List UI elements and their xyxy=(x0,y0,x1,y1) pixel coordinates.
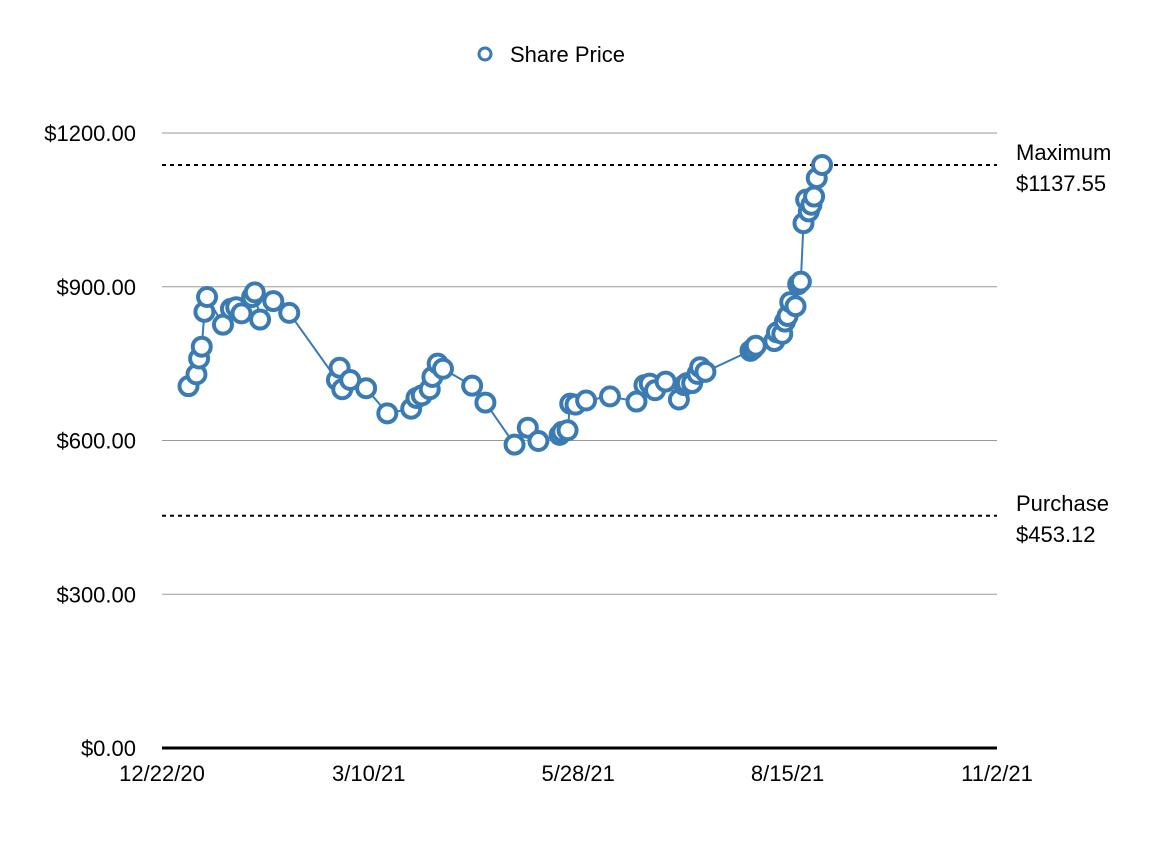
axes: $0.00 $300.00 $600.00 $900.00 $1200.00 12/22/… xyxy=(44,121,1033,786)
data-point xyxy=(278,301,301,324)
data-point xyxy=(575,389,598,412)
reference-label-purchase: Purchase xyxy=(1016,491,1109,516)
data-point xyxy=(243,281,266,304)
y-tick-label: $900.00 xyxy=(56,275,136,300)
y-tick-label: $300.00 xyxy=(56,582,136,607)
data-point xyxy=(431,357,454,380)
data-point xyxy=(556,419,579,442)
y-tick-label: $600.00 xyxy=(56,429,136,454)
legend-label: Share Price xyxy=(510,42,625,67)
y-tick-label: $1200.00 xyxy=(44,121,136,146)
data-point xyxy=(474,391,497,414)
legend-marker-icon xyxy=(477,46,493,62)
data-point xyxy=(784,295,807,318)
data-point xyxy=(355,377,378,400)
data-point xyxy=(503,433,526,456)
data-point xyxy=(598,385,621,408)
data-point xyxy=(789,270,812,293)
data-point xyxy=(230,302,253,325)
x-tick-label: 8/15/21 xyxy=(751,761,824,786)
data-point xyxy=(249,308,272,331)
reference-label-maximum: Maximum xyxy=(1016,140,1111,165)
x-tick-label: 11/2/21 xyxy=(961,761,1033,786)
reference-lines: Maximum $1137.55 Purchase $453.12 xyxy=(162,140,1111,547)
data-point xyxy=(694,360,717,383)
data-point xyxy=(744,334,767,357)
x-tick-label: 3/10/21 xyxy=(332,761,405,786)
data-point xyxy=(461,374,484,397)
reference-value-maximum: $1137.55 xyxy=(1016,171,1106,196)
data-point xyxy=(654,370,677,393)
data-point xyxy=(190,335,213,358)
grid-layer xyxy=(162,132,997,595)
reference-value-purchase: $453.12 xyxy=(1016,522,1096,547)
data-point xyxy=(811,154,834,177)
data-point xyxy=(262,290,285,313)
x-tick-label: 12/22/20 xyxy=(119,761,205,786)
data-point xyxy=(803,185,826,208)
data-point xyxy=(376,402,399,425)
x-tick-label: 5/28/21 xyxy=(541,761,614,786)
legend: Share Price xyxy=(477,42,625,67)
data-point xyxy=(196,286,219,308)
data-point xyxy=(527,430,550,453)
series-layer xyxy=(177,154,834,456)
y-tick-label: $0.00 xyxy=(81,736,136,761)
